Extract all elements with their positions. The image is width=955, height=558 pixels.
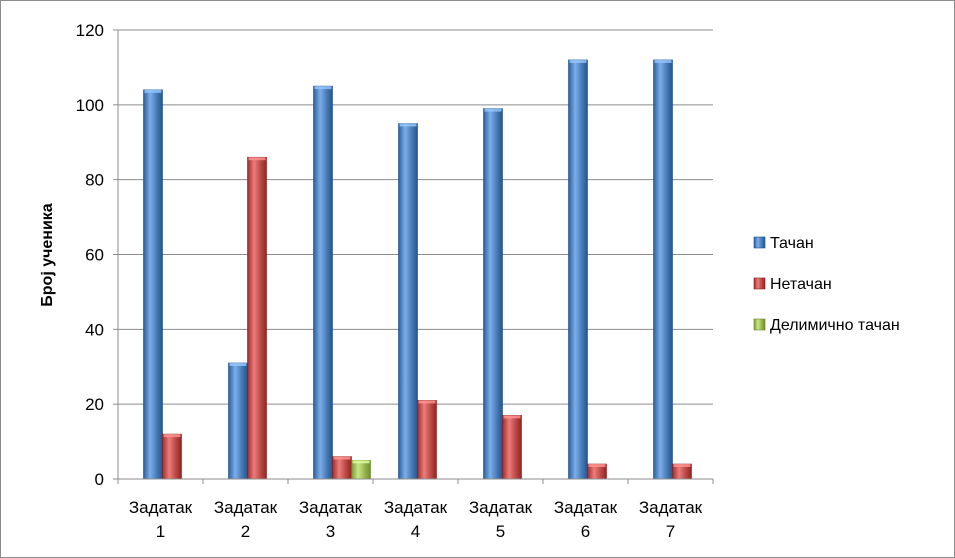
bar-highlight <box>484 108 502 112</box>
x-tick-label: Задатак 2 <box>214 498 278 541</box>
bar-highlight <box>654 59 672 63</box>
y-tick-label: 100 <box>76 96 104 115</box>
bar-highlight <box>163 434 181 438</box>
bar-Тачан-6 <box>568 59 588 480</box>
legend-swatch <box>753 318 766 331</box>
bar-highlight <box>144 89 162 93</box>
bar-highlight <box>248 157 266 161</box>
y-tick-label: 20 <box>85 395 104 414</box>
bar-highlight <box>314 86 332 90</box>
bar-Тачан-7 <box>653 59 673 480</box>
bar-Тачан-5 <box>483 108 503 480</box>
bar-Тачан-4 <box>398 123 418 480</box>
bar-highlight <box>673 464 691 468</box>
bar-highlight <box>588 464 606 468</box>
x-tick-label: Задатак 3 <box>299 498 363 541</box>
bar-highlight <box>352 460 370 464</box>
bar-Тачан-2 <box>228 362 248 480</box>
bar-Нетачан-3 <box>332 456 352 480</box>
x-tick-label: Задатак 1 <box>129 498 193 541</box>
bar-highlight <box>333 456 351 460</box>
x-tick-label: Задатак 7 <box>639 498 703 541</box>
y-axis-label: Број ученика <box>39 203 56 307</box>
y-tick-labels: 0 20 40 60 80 100 120 <box>76 21 104 489</box>
bar-highlight <box>399 123 417 127</box>
y-tick-label: 120 <box>76 21 104 40</box>
x-tick-label: Задатак 5 <box>469 498 533 541</box>
y-tick-label: 60 <box>85 246 104 265</box>
bar-highlight <box>229 363 247 367</box>
legend-label: Тачан <box>770 235 814 252</box>
legend-swatch <box>753 236 766 249</box>
legend: Тачан Нетачан Делимично тачан <box>753 235 900 334</box>
bar-Нетачан-5 <box>502 415 522 480</box>
bar-Нетачан-4 <box>417 400 437 480</box>
bar-Тачан-3 <box>313 85 333 480</box>
bar-highlight <box>418 400 436 404</box>
y-tick-label: 40 <box>85 320 104 339</box>
x-tick-labels: Задатак 1 Задатак 2 Задатак 3 Задатак 4 Задатак 5… <box>129 498 703 541</box>
legend-label: Нетачан <box>770 276 832 293</box>
legend-label: Делимично тачан <box>770 317 900 334</box>
bar-highlight <box>503 415 521 419</box>
axes <box>113 29 714 484</box>
x-tick-label: Задатак 4 <box>384 498 448 541</box>
y-tick-label: 80 <box>85 171 104 190</box>
bar-Тачан-1 <box>143 89 163 480</box>
bar-Нетачан-1 <box>162 433 182 480</box>
bar-highlight <box>569 59 587 63</box>
legend-swatch <box>753 277 766 290</box>
bars <box>143 59 692 480</box>
bar-Нетачан-2 <box>247 156 267 480</box>
y-tick-label: 0 <box>95 470 104 489</box>
x-tick-label: Задатак 6 <box>554 498 618 541</box>
